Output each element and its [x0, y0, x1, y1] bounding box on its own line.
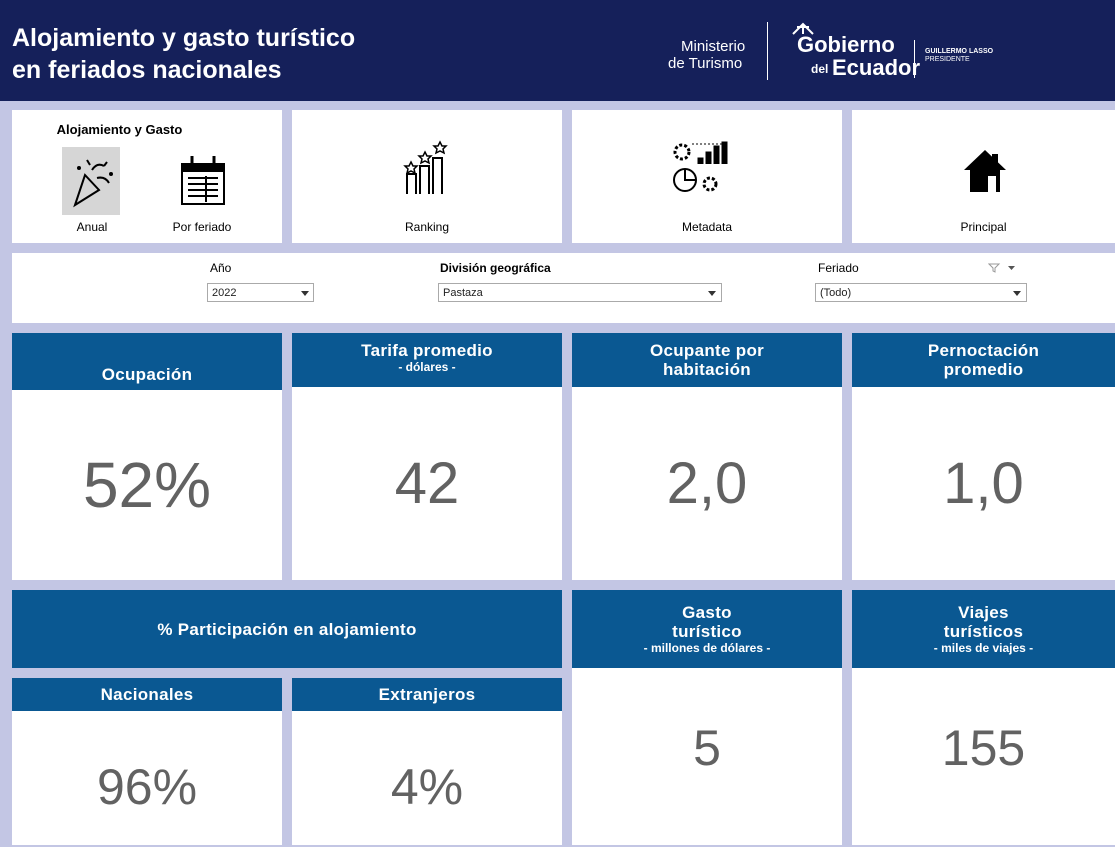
kpi-title: Ocupante por habitación [649, 341, 765, 379]
nav-label[interactable]: Metadata [681, 220, 733, 234]
ministry: Ministerio [681, 38, 746, 55]
kpi-title: Viajes turísticos [943, 603, 1024, 641]
filter-label: División geográfica [440, 261, 551, 275]
kpi-card: Ocupante por habitación 2,0 [572, 333, 842, 580]
kpi-card: Viajes turísticos - miles de viajes - 155 [852, 590, 1115, 845]
filter-value: Pastaza [443, 287, 483, 299]
title: Alojamiento y gasto turístico [12, 24, 356, 52]
nav-label[interactable]: Anual [76, 220, 108, 234]
kpi-subtitle: - millones de dólares - [643, 641, 771, 655]
government-prefix: del [811, 62, 829, 76]
kpi-title: Ocupación [101, 365, 193, 384]
kpi-subtitle: - dólares - [398, 360, 456, 374]
kpi-value: 4% [390, 758, 464, 815]
filter-dropdown[interactable]: 2022 [207, 283, 314, 302]
kpi-title: Extranjeros [378, 685, 476, 704]
dropdown-arrow [708, 291, 716, 296]
kpi-card: Ocupación 52% [12, 333, 282, 580]
kpi-value: 52% [82, 449, 212, 521]
kpi-title: Nacionales [100, 685, 194, 704]
kpi-card: Tarifa promedio - dólares - 42 [292, 333, 562, 580]
participation-title: % Participación en alojamiento [157, 619, 417, 639]
icon-metadata[interactable] [670, 140, 730, 196]
kpi-card: Gasto turístico - millones de dólares - 5 [572, 590, 842, 845]
nav-label[interactable]: Principal [960, 220, 1007, 234]
nav-panel[interactable]: Metadata [572, 110, 842, 243]
divider [914, 40, 915, 78]
participation-header: % Participación en alojamiento [12, 590, 562, 668]
icon-anual[interactable] [67, 150, 117, 210]
nav-panel[interactable]: Ranking [292, 110, 562, 243]
kpi-header: Gasto turístico - millones de dólares - [572, 590, 842, 668]
nav-label[interactable]: Por feriado [172, 220, 232, 234]
kpi-header: Ocupante por habitación [572, 333, 842, 387]
kpi-header: Pernoctación promedio [852, 333, 1115, 387]
divider [767, 22, 768, 80]
kpi-value: 2,0 [666, 451, 748, 516]
filter-label: Feriado [818, 261, 859, 275]
logo-mark [792, 22, 814, 35]
icon-ranking[interactable] [402, 140, 452, 196]
icon-por-feriado[interactable] [180, 152, 226, 208]
kpi-card: Pernoctación promedio 1,0 [852, 333, 1115, 580]
president-name: GUILLERMO LASSO [925, 48, 994, 55]
kpi-header: Viajes turísticos - miles de viajes - [852, 590, 1115, 668]
kpi-header: Tarifa promedio - dólares - [292, 333, 562, 387]
president-role: PRESIDENTE [925, 56, 970, 63]
nav-panel: Alojamiento y Gasto Anual Por feriado [12, 110, 282, 243]
kpi-card: Nacionales 96% [12, 678, 282, 845]
title: en feriados nacionales [12, 56, 282, 84]
kpi-value: 96% [96, 758, 198, 815]
kpi-subtitle: - miles de viajes - [933, 641, 1034, 655]
kpi-card: Extranjeros 4% [292, 678, 562, 845]
government-name: Gobierno [797, 32, 895, 57]
dropdown-arrow [301, 291, 309, 296]
filter-value: 2022 [212, 287, 237, 299]
nav-group: Alojamiento y Gasto [56, 122, 183, 137]
filter-dropdown[interactable]: (Todo) [815, 283, 1027, 302]
government-country: Ecuador [832, 55, 921, 80]
kpi-header: Ocupación [12, 333, 282, 390]
kpi-title: Pernoctación promedio [927, 341, 1040, 379]
dropdown-arrow [1013, 291, 1021, 296]
header: Alojamiento y gasto turístico en feriado… [0, 0, 1115, 101]
kpi-value: 5 [693, 720, 721, 776]
nav-label[interactable]: Ranking [404, 220, 450, 234]
kpi-value: 155 [941, 720, 1026, 776]
ministry: de Turismo [668, 55, 743, 72]
kpi-value: 42 [394, 451, 460, 516]
kpi-header: Nacionales [12, 678, 282, 711]
filter-value: (Todo) [820, 287, 852, 299]
nav-panel[interactable]: Principal [852, 110, 1115, 243]
filter-label: Año [210, 261, 232, 275]
kpi-title: Tarifa promedio [361, 341, 493, 360]
filter-icons[interactable] [988, 263, 1018, 273]
filter-dropdown[interactable]: Pastaza [438, 283, 722, 302]
kpi-header: Extranjeros [292, 678, 562, 711]
kpi-title: Gasto turístico [672, 603, 742, 641]
icon-principal[interactable] [962, 148, 1008, 194]
kpi-value: 1,0 [943, 451, 1024, 516]
filter-bar: Año 2022 División geográfica Pastaza Fer… [12, 253, 1115, 323]
